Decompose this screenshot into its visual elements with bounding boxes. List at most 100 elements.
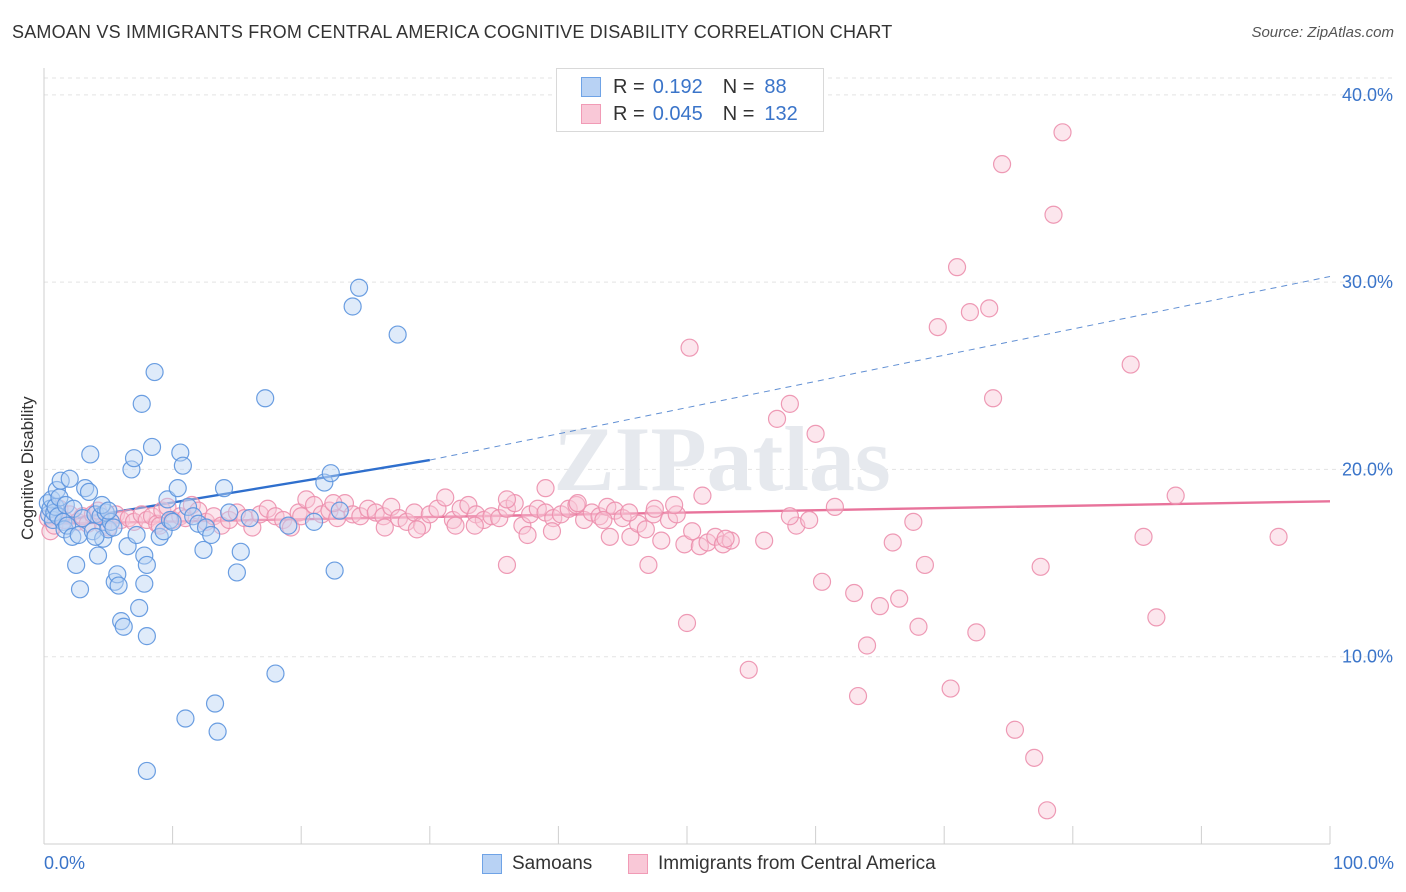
samoans-point xyxy=(70,580,90,599)
samoans-point xyxy=(124,449,144,468)
immigrants-point xyxy=(825,497,844,516)
immigrants-point xyxy=(870,597,890,616)
samoans-point xyxy=(173,456,192,475)
immigrants-point xyxy=(542,522,562,541)
watermark: ZIPatlas xyxy=(553,408,890,510)
immigrants-point xyxy=(967,623,986,642)
n-value: 88 xyxy=(764,75,787,98)
r-value: 0.192 xyxy=(652,75,703,98)
immigrants-point xyxy=(220,510,239,530)
immigrants-point xyxy=(281,518,301,537)
samoans-point xyxy=(160,510,180,530)
samoans-point xyxy=(99,501,118,520)
samoans-point xyxy=(227,563,246,582)
immigrants-point xyxy=(716,529,735,548)
samoans-point xyxy=(137,555,156,575)
immigrants-point xyxy=(518,525,537,545)
samoans-point xyxy=(67,555,86,575)
samoans-point xyxy=(104,518,123,537)
immigrants-point xyxy=(575,510,594,530)
immigrants-point xyxy=(739,660,758,679)
immigrants-point xyxy=(806,424,825,443)
y-tick-label: 30.0% xyxy=(1342,272,1393,292)
immigrants-point xyxy=(812,572,832,591)
series-samoans xyxy=(38,278,407,781)
immigrants-point xyxy=(652,531,671,550)
immigrants-point xyxy=(800,510,819,530)
immigrants-point xyxy=(1147,608,1166,627)
immigrants-point xyxy=(620,503,639,522)
immigrants-legend-swatch xyxy=(628,854,648,874)
samoans-point xyxy=(127,525,146,545)
x-min-label: 0.0% xyxy=(44,853,86,873)
samoans-point xyxy=(231,542,250,561)
immigrants-point xyxy=(767,409,787,428)
samoans-point xyxy=(145,362,164,382)
immigrants-point xyxy=(45,516,64,535)
immigrants-point xyxy=(1031,557,1050,576)
samoans-point xyxy=(304,512,324,531)
samoans-point xyxy=(158,490,177,509)
legend-row-samoans: R = 0.192 N = 88 xyxy=(581,75,787,99)
samoans-point xyxy=(86,527,105,546)
samoans-point xyxy=(81,445,100,464)
chart-title: SAMOAN VS IMMIGRANTS FROM CENTRAL AMERIC… xyxy=(12,22,893,42)
immigrants-point xyxy=(665,495,684,515)
legend-samoans[interactable]: Samoans xyxy=(482,852,592,876)
immigrants-point xyxy=(497,555,517,575)
immigrants-point xyxy=(536,479,555,498)
grid-lines xyxy=(44,77,1392,658)
y-axis-label: Cognitive Disability xyxy=(18,396,37,540)
samoans-point xyxy=(135,574,154,593)
immigrants-point xyxy=(594,510,613,530)
source-label: Source: ZipAtlas.com xyxy=(1251,24,1394,41)
samoans-point xyxy=(132,394,151,413)
axes xyxy=(43,68,1331,845)
immigrants-point xyxy=(465,516,484,535)
immigrants-point xyxy=(459,495,478,515)
immigrants-point xyxy=(890,589,909,608)
immigrants-point xyxy=(397,512,416,531)
y-tick-labels: 10.0% 20.0% 30.0% 40.0% xyxy=(1342,85,1393,667)
immigrants-point xyxy=(568,494,587,513)
samoans-point xyxy=(202,525,221,545)
immigrants-point xyxy=(992,155,1012,174)
samoans-point xyxy=(114,617,133,636)
immigrants-point xyxy=(1005,720,1025,739)
immigrants-point xyxy=(780,507,799,526)
samoans-point xyxy=(325,561,344,580)
samoans-point xyxy=(330,501,349,520)
immigrants-point xyxy=(407,520,427,539)
samoans-point xyxy=(279,516,298,535)
series-immigrants-central-america xyxy=(38,123,1288,820)
samoans-point xyxy=(137,627,156,646)
immigrants-swatch xyxy=(581,104,601,124)
samoans-point xyxy=(178,497,198,516)
samoans-point xyxy=(343,297,362,316)
samoans-point xyxy=(240,509,259,528)
immigrants-point xyxy=(436,488,455,507)
immigrants-point xyxy=(1121,355,1140,374)
immigrants-point xyxy=(600,527,619,546)
samoans-point xyxy=(168,479,187,498)
samoans-point xyxy=(79,482,99,502)
immigrants-point xyxy=(1053,123,1072,142)
samoans-point xyxy=(176,709,195,728)
legend-row-immigrants: R = 0.045 N = 132 xyxy=(581,102,798,126)
immigrants-point xyxy=(848,686,868,706)
immigrants-point xyxy=(1025,748,1044,767)
samoans-point xyxy=(122,460,141,479)
samoans-point xyxy=(266,664,285,683)
samoans-point xyxy=(163,512,182,531)
samoans-point xyxy=(349,278,369,297)
samoans-point xyxy=(109,576,128,595)
samoans-point xyxy=(214,479,234,498)
immigrants-point xyxy=(928,317,947,337)
y-tick-label: 20.0% xyxy=(1342,459,1393,479)
immigrants-point xyxy=(351,507,370,526)
samoans-point xyxy=(88,546,108,565)
immigrants-point xyxy=(1037,801,1057,820)
immigrants-point xyxy=(645,499,664,518)
legend-immigrants[interactable]: Immigrants from Central America xyxy=(628,852,936,876)
